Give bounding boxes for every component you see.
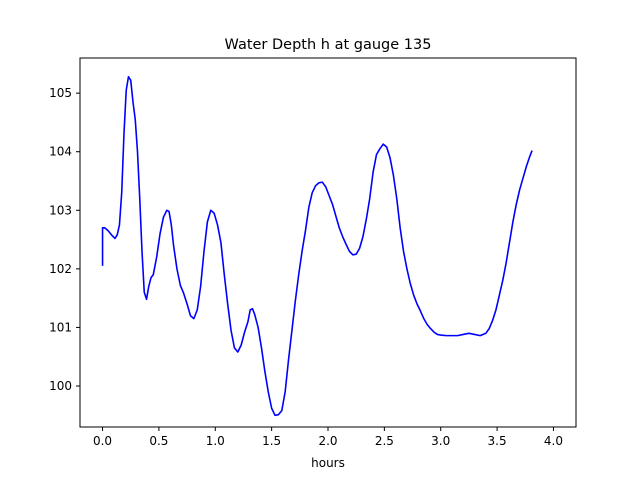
x-tick-label: 3.0 bbox=[431, 434, 450, 448]
x-axis: 0.0 0.5 1.0 1.5 2.0 2.5 3.0 3.5 4.0 bbox=[93, 427, 563, 448]
x-tick-label: 3.5 bbox=[488, 434, 507, 448]
axes-frame bbox=[79, 57, 577, 428]
x-tick-label: 0.0 bbox=[93, 434, 112, 448]
y-tick-label: 104 bbox=[49, 145, 72, 159]
chart-title: Water Depth h at gauge 135 bbox=[225, 37, 432, 53]
x-tick-label: 0.5 bbox=[149, 434, 168, 448]
y-tick-label: 105 bbox=[49, 86, 72, 100]
x-tick-label: 2.5 bbox=[375, 434, 394, 448]
y-tick-label: 101 bbox=[49, 320, 72, 334]
y-tick-label: 102 bbox=[49, 262, 72, 276]
y-tick-label: 103 bbox=[49, 203, 72, 217]
x-tick-label: 1.5 bbox=[262, 434, 281, 448]
y-tick-label: 100 bbox=[49, 379, 72, 393]
x-tick-label: 2.0 bbox=[318, 434, 337, 448]
y-axis: 100 101 102 103 104 105 bbox=[49, 86, 80, 393]
x-tick-label: 1.0 bbox=[206, 434, 225, 448]
x-tick-label: 4.0 bbox=[544, 434, 563, 448]
series-line-0 bbox=[101, 75, 533, 417]
plot-area bbox=[101, 75, 533, 417]
x-axis-label: hours bbox=[311, 456, 345, 470]
